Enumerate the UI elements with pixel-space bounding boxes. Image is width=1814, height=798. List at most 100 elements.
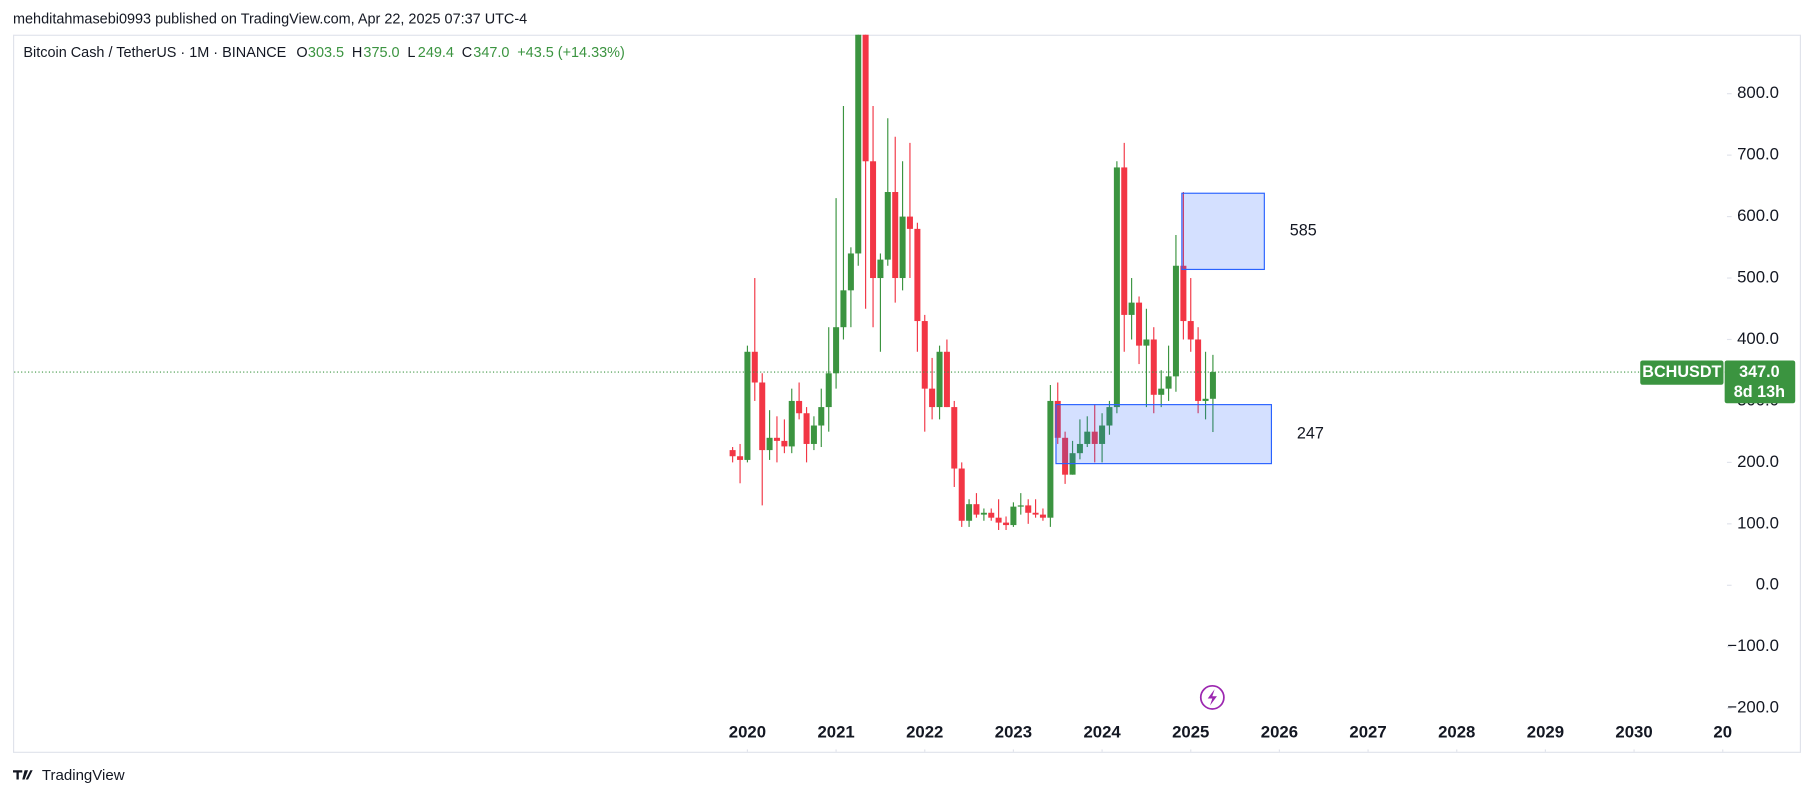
x-tick-label: 2027 bbox=[1349, 723, 1386, 742]
symbol: Bitcoin Cash / TetherUS · 1M · BINANCE bbox=[23, 45, 286, 61]
candle-body bbox=[929, 388, 936, 408]
candle-body bbox=[1084, 431, 1091, 444]
candle-body bbox=[973, 504, 980, 515]
candle-body bbox=[773, 437, 780, 441]
candle-body bbox=[803, 413, 810, 444]
candle-body bbox=[899, 216, 906, 279]
y-tick-label: 100.0 bbox=[1737, 513, 1779, 532]
candle-body bbox=[759, 382, 766, 451]
y-tick-label: −100.0 bbox=[1727, 636, 1779, 655]
o-key: O bbox=[296, 45, 307, 61]
candle-body bbox=[1054, 400, 1061, 438]
candle-body bbox=[1017, 505, 1024, 507]
candle-body bbox=[1136, 302, 1143, 346]
y-tick-label: 0.0 bbox=[1756, 575, 1779, 594]
x-tick-label: 2024 bbox=[1083, 723, 1121, 742]
candle-body bbox=[1128, 302, 1135, 315]
y-tick-label: 700.0 bbox=[1737, 145, 1779, 164]
price-tag: 347.0 bbox=[1739, 363, 1780, 381]
candle-body bbox=[966, 504, 973, 521]
brand-name: TradingView bbox=[42, 767, 125, 784]
candle-body bbox=[818, 407, 825, 426]
x-tick-label: 2029 bbox=[1527, 723, 1564, 742]
zone bbox=[1181, 192, 1265, 271]
candle-body bbox=[781, 440, 788, 447]
candle-body bbox=[1091, 431, 1098, 444]
candle-body bbox=[1099, 425, 1106, 444]
c-value: 347.0 bbox=[473, 45, 509, 61]
candle-body bbox=[847, 253, 854, 291]
x-tick-label: 2030 bbox=[1615, 723, 1652, 742]
x-tick-label: 2023 bbox=[995, 723, 1032, 742]
h-key: H bbox=[352, 45, 362, 61]
x-tick-label: 20 bbox=[1713, 723, 1732, 742]
zone-label: 585 bbox=[1290, 222, 1317, 240]
candle-body bbox=[1032, 512, 1039, 515]
candle-body bbox=[877, 259, 884, 279]
candle-body bbox=[1209, 372, 1216, 399]
countdown: 8d 13h bbox=[1734, 383, 1785, 401]
candle-body bbox=[914, 228, 921, 322]
candle-body bbox=[855, 34, 862, 254]
candle-body bbox=[1113, 167, 1120, 408]
candle-body bbox=[729, 450, 736, 457]
candle-body bbox=[788, 400, 795, 447]
candle-body bbox=[1158, 388, 1165, 395]
frame bbox=[13, 34, 1801, 753]
candle-body bbox=[1025, 505, 1032, 513]
candle-body bbox=[1062, 437, 1069, 475]
candle-body bbox=[751, 351, 758, 383]
y-tick-label: −200.0 bbox=[1727, 698, 1779, 717]
candle-body bbox=[1180, 265, 1187, 322]
y-tick-label: 500.0 bbox=[1737, 267, 1779, 286]
candle-body bbox=[958, 468, 965, 521]
candle-body bbox=[892, 192, 899, 279]
candle-body bbox=[810, 425, 817, 444]
candle-body bbox=[766, 437, 773, 451]
candle-body bbox=[1121, 167, 1128, 315]
candle-body bbox=[1195, 339, 1202, 401]
candle-body bbox=[1106, 407, 1113, 426]
x-tick-label: 2025 bbox=[1172, 723, 1209, 742]
candle-body bbox=[951, 407, 958, 469]
candle-body bbox=[796, 400, 803, 414]
brand: TradingView bbox=[13, 767, 125, 784]
candle-body bbox=[980, 512, 987, 515]
candle-body bbox=[943, 351, 950, 408]
candle-body bbox=[1039, 514, 1046, 518]
price-tag-bg bbox=[1724, 360, 1796, 404]
candle-body bbox=[921, 321, 928, 389]
c-key: C bbox=[462, 45, 472, 61]
axes: −200.0−100.00.0100.0200.0300.0400.0500.0… bbox=[14, 83, 1796, 752]
candle-body bbox=[862, 34, 869, 162]
candle-body bbox=[1172, 265, 1179, 377]
candle-body bbox=[936, 351, 943, 408]
candle-body bbox=[1150, 339, 1157, 395]
candle-body bbox=[744, 351, 751, 460]
candle-body bbox=[1076, 443, 1083, 454]
publish-line: mehditahmasebi0993 published on TradingV… bbox=[13, 11, 527, 27]
symbol-tag: BCHUSDT bbox=[1642, 363, 1721, 381]
zone bbox=[1055, 404, 1273, 465]
candle-body bbox=[737, 456, 744, 460]
x-tick-label: 2026 bbox=[1261, 723, 1298, 742]
candle-body bbox=[825, 373, 832, 408]
zone-label: 247 bbox=[1297, 424, 1324, 442]
candle-body bbox=[870, 161, 877, 279]
h-value: 375.0 bbox=[363, 45, 399, 61]
l-value: 249.4 bbox=[418, 45, 454, 61]
candle-body bbox=[906, 216, 913, 229]
y-tick-label: 800.0 bbox=[1737, 83, 1779, 102]
candle-body bbox=[884, 192, 891, 260]
x-tick-label: 2021 bbox=[817, 723, 854, 742]
candle-body bbox=[840, 290, 847, 328]
candle-body bbox=[1143, 339, 1150, 346]
candle-body bbox=[1003, 522, 1010, 526]
candle-body bbox=[1010, 506, 1017, 526]
replay-icon[interactable] bbox=[1199, 684, 1225, 710]
l-key: L bbox=[407, 45, 415, 61]
y-tick-label: 200.0 bbox=[1737, 452, 1779, 471]
change: +43.5 (+14.33%) bbox=[517, 45, 625, 61]
y-tick-label: 600.0 bbox=[1737, 206, 1779, 225]
